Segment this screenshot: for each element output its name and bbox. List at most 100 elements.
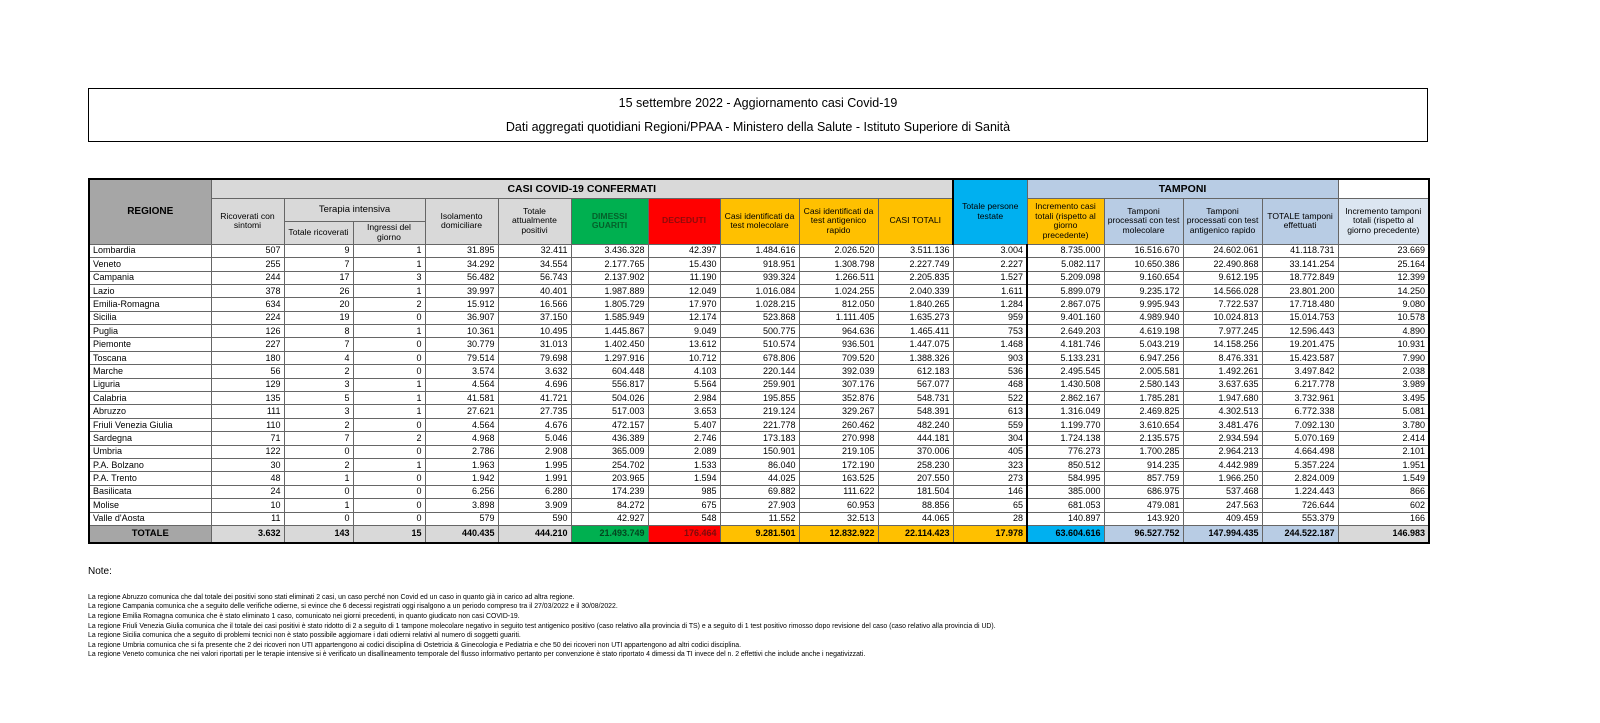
data-cell: 126 <box>210 324 285 339</box>
data-cell: 4.302.513 <box>1182 404 1263 419</box>
data-cell: 2.746 <box>647 431 721 446</box>
data-cell: 3.511.136 <box>877 243 954 259</box>
data-cell: 23.669 <box>1337 243 1430 259</box>
data-cell: 5.046 <box>497 431 572 446</box>
data-cell: 5.899.079 <box>1026 283 1105 299</box>
total-cell: 440.435 <box>424 524 499 544</box>
data-cell: 850.512 <box>1026 457 1105 473</box>
data-cell: 10.650.386 <box>1103 257 1184 272</box>
data-cell: 5.043.219 <box>1103 337 1184 352</box>
table-row: Marche 56 2 0 3.574 3.632 604.448 4.103 220.144 3… <box>88 364 1430 379</box>
total-cell: 147.994.435 <box>1182 524 1263 544</box>
data-cell: 1.942 <box>424 471 499 486</box>
data-cell: 1.611 <box>952 283 1028 299</box>
data-cell: 224 <box>210 310 285 326</box>
data-cell: 507 <box>210 243 285 259</box>
data-cell: 7.722.537 <box>1182 297 1263 312</box>
data-cell: 17.718.480 <box>1261 297 1339 312</box>
data-cell: 3.004 <box>952 243 1028 259</box>
data-cell: 27.903 <box>719 498 800 513</box>
data-cell: 370.006 <box>877 444 954 460</box>
data-cell: 3.574 <box>424 364 499 379</box>
table-row: Emilia-Romagna 634 20 2 15.912 16.566 1.805.72… <box>88 297 1430 312</box>
group-header-terapia-intensiva: Terapia intensiva <box>283 198 426 222</box>
data-cell: 10.024.813 <box>1182 310 1263 326</box>
data-cell: 15.423.587 <box>1261 350 1339 366</box>
data-cell: 36.907 <box>424 310 499 326</box>
data-cell: 9.160.654 <box>1103 270 1184 285</box>
data-cell: 111.622 <box>798 484 879 500</box>
data-cell: 27.735 <box>497 404 572 419</box>
data-cell: 1.533 <box>647 457 721 473</box>
data-cell: 12.174 <box>647 310 721 326</box>
data-cell: 20 <box>283 297 354 312</box>
data-cell: 3.495 <box>1337 391 1430 406</box>
data-cell: 5.564 <box>647 377 721 393</box>
data-cell: 1.111.405 <box>798 310 879 326</box>
data-cell: 34.292 <box>424 257 499 272</box>
data-cell: 3.481.476 <box>1182 417 1263 433</box>
data-cell: 227 <box>210 337 285 352</box>
data-cell: 4.442.989 <box>1182 457 1263 473</box>
data-cell: 7 <box>283 337 354 352</box>
region-name: Sardegna <box>88 431 212 446</box>
data-cell: 1.700.285 <box>1103 444 1184 460</box>
data-cell: 273 <box>952 471 1028 486</box>
data-cell: 536 <box>952 364 1028 379</box>
data-cell: 255 <box>210 257 285 272</box>
data-cell: 34.554 <box>497 257 572 272</box>
col-header-casi-totali: CASI TOTALI <box>877 198 954 245</box>
data-cell: 567.077 <box>877 377 954 393</box>
data-cell: 590 <box>497 511 572 526</box>
region-name: P.A. Bolzano <box>88 457 212 473</box>
data-cell: 0 <box>352 471 426 486</box>
data-cell: 19.201.475 <box>1261 337 1339 352</box>
table-row: Umbria 122 0 0 2.786 2.908 365.009 2.089 150.901… <box>88 444 1430 460</box>
table-row: Liguria 129 3 1 4.564 4.696 556.817 5.564 259.90… <box>88 377 1430 393</box>
col-header-totale-tamponi: TOTALE tamponi effettuati <box>1261 198 1339 245</box>
data-cell: 8.476.331 <box>1182 350 1263 366</box>
data-cell: 11 <box>210 511 285 526</box>
data-cell: 3.732.961 <box>1261 391 1339 406</box>
data-cell: 612.183 <box>877 364 954 379</box>
data-cell: 12.049 <box>647 283 721 299</box>
data-cell: 1.995 <box>497 457 572 473</box>
covid-data-table: REGIONE CASI COVID-19 CONFERMATI Totale … <box>88 178 1431 544</box>
report-title-line2: Dati aggregati quotidiani Regioni/PPAA -… <box>505 120 1011 134</box>
data-cell: 1.284 <box>952 297 1028 312</box>
data-cell: 378 <box>210 283 285 299</box>
data-cell: 2.101 <box>1337 444 1430 460</box>
total-cell: 143 <box>283 524 354 544</box>
data-cell: 174.239 <box>570 484 649 500</box>
data-cell: 613 <box>952 404 1028 419</box>
data-cell: 2 <box>283 364 354 379</box>
table-row: Calabria 135 5 1 41.581 41.721 504.026 2.984 195… <box>88 391 1430 406</box>
data-cell: 2.862.167 <box>1026 391 1105 406</box>
note-item: La regione Campania comunica che a segui… <box>88 603 618 611</box>
data-cell: 27.621 <box>424 404 499 419</box>
report-title-line1: 15 settembre 2022 - Aggiornamento casi C… <box>618 96 898 110</box>
data-cell: 1 <box>352 404 426 419</box>
data-cell: 24.602.061 <box>1182 243 1263 259</box>
data-cell: 2.026.520 <box>798 243 879 259</box>
data-cell: 79.514 <box>424 350 499 366</box>
note-item: La regione Abruzzo comunica che dal tota… <box>88 593 575 601</box>
data-cell: 3.989 <box>1337 377 1430 393</box>
table-row: Puglia 126 8 1 10.361 10.495 1.445.867 9.049 500… <box>88 324 1430 339</box>
table-row: Toscana 180 4 0 79.514 79.698 1.297.916 10.712 6… <box>88 350 1430 366</box>
data-cell: 9.401.160 <box>1026 310 1105 326</box>
data-cell: 32.513 <box>798 511 879 526</box>
data-cell: 1.465.411 <box>877 324 954 339</box>
data-cell: 678.806 <box>719 350 800 366</box>
data-cell: 2 <box>352 431 426 446</box>
data-cell: 1.024.255 <box>798 283 879 299</box>
data-cell: 1 <box>352 377 426 393</box>
data-cell: 0 <box>352 511 426 526</box>
data-cell: 14.566.028 <box>1182 283 1263 299</box>
data-cell: 146 <box>952 484 1028 500</box>
data-cell: 9.235.172 <box>1103 283 1184 299</box>
table-row: Lazio 378 26 1 39.997 40.401 1.987.889 12.049 1.… <box>88 283 1430 299</box>
note-item: La regione Sicilia comunica che a seguit… <box>88 632 521 640</box>
data-cell: 936.501 <box>798 337 879 352</box>
data-cell: 180 <box>210 350 285 366</box>
